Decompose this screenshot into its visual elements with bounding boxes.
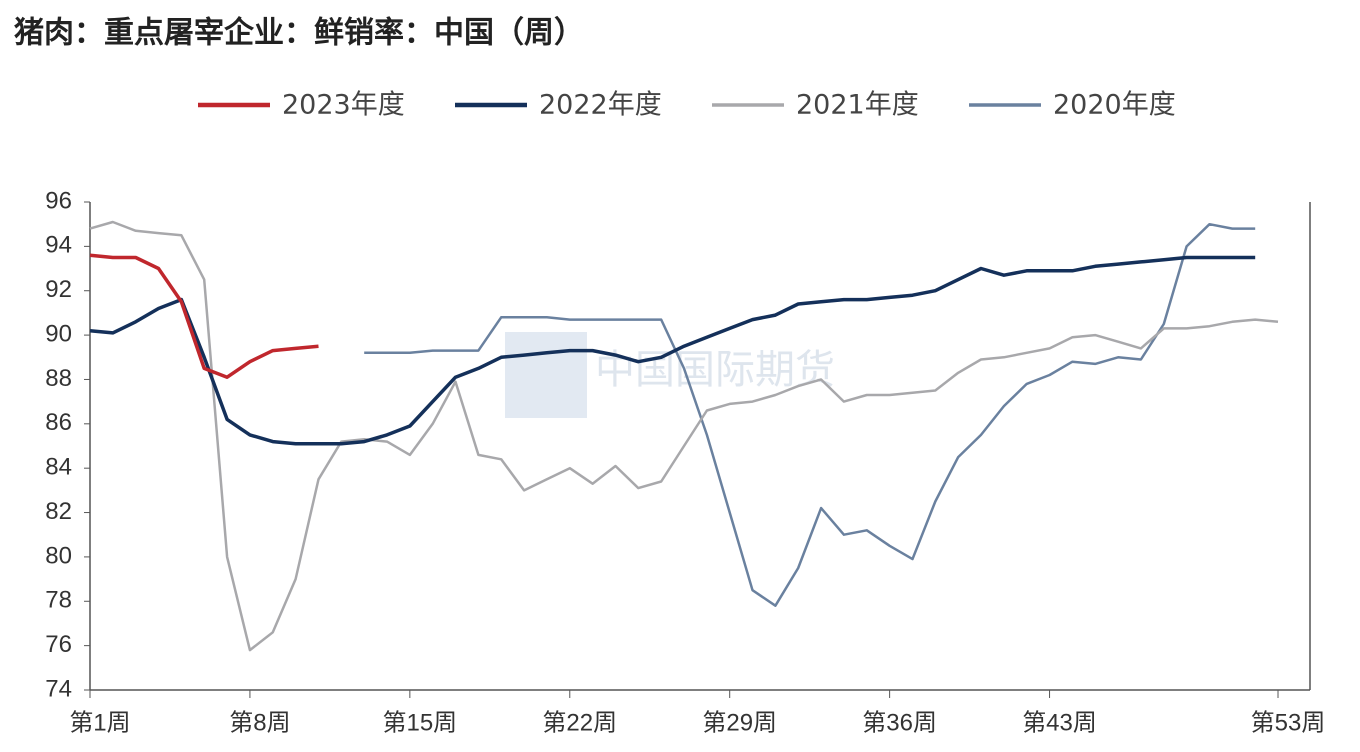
x-tick-label: 第8周 [229, 709, 290, 736]
y-tick-label: 76 [45, 631, 72, 658]
chart-title: 猪肉：重点屠宰企业：鲜销率：中国（周） [14, 16, 584, 51]
watermark-logo [505, 332, 587, 418]
series-line [89, 255, 1256, 446]
y-tick-label: 78 [45, 587, 72, 614]
x-tick-label: 第43周 [1022, 709, 1097, 736]
y-tick-label: 94 [45, 232, 72, 259]
y-tick-label: 82 [45, 498, 72, 525]
y-tick-label: 86 [45, 409, 72, 436]
y-tick-label: 74 [45, 675, 72, 702]
x-tick-label: 第53周 [1251, 709, 1326, 736]
x-tick-label: 第1周 [69, 709, 130, 736]
series-line [364, 222, 1256, 607]
legend-label: 2020年度 [1053, 90, 1176, 121]
x-tick-label: 第36周 [862, 709, 937, 736]
y-tick-label: 80 [45, 542, 72, 569]
watermark: 中国国际期货 [595, 347, 835, 393]
x-tick-label: 第22周 [542, 709, 617, 736]
legend-label: 2021年度 [796, 90, 919, 121]
y-tick-label: 92 [45, 276, 72, 303]
y-tick-label: 90 [45, 320, 72, 347]
y-tick-label: 96 [45, 187, 72, 214]
legend-label: 2022年度 [539, 90, 662, 121]
series-line [89, 220, 1279, 652]
x-tick-label: 第15周 [382, 709, 457, 736]
y-tick-label: 84 [45, 454, 72, 481]
y-tick-label: 88 [45, 365, 72, 392]
legend-label: 2023年度 [282, 90, 405, 121]
x-tick-label: 第29周 [702, 709, 777, 736]
series-line [89, 253, 319, 379]
